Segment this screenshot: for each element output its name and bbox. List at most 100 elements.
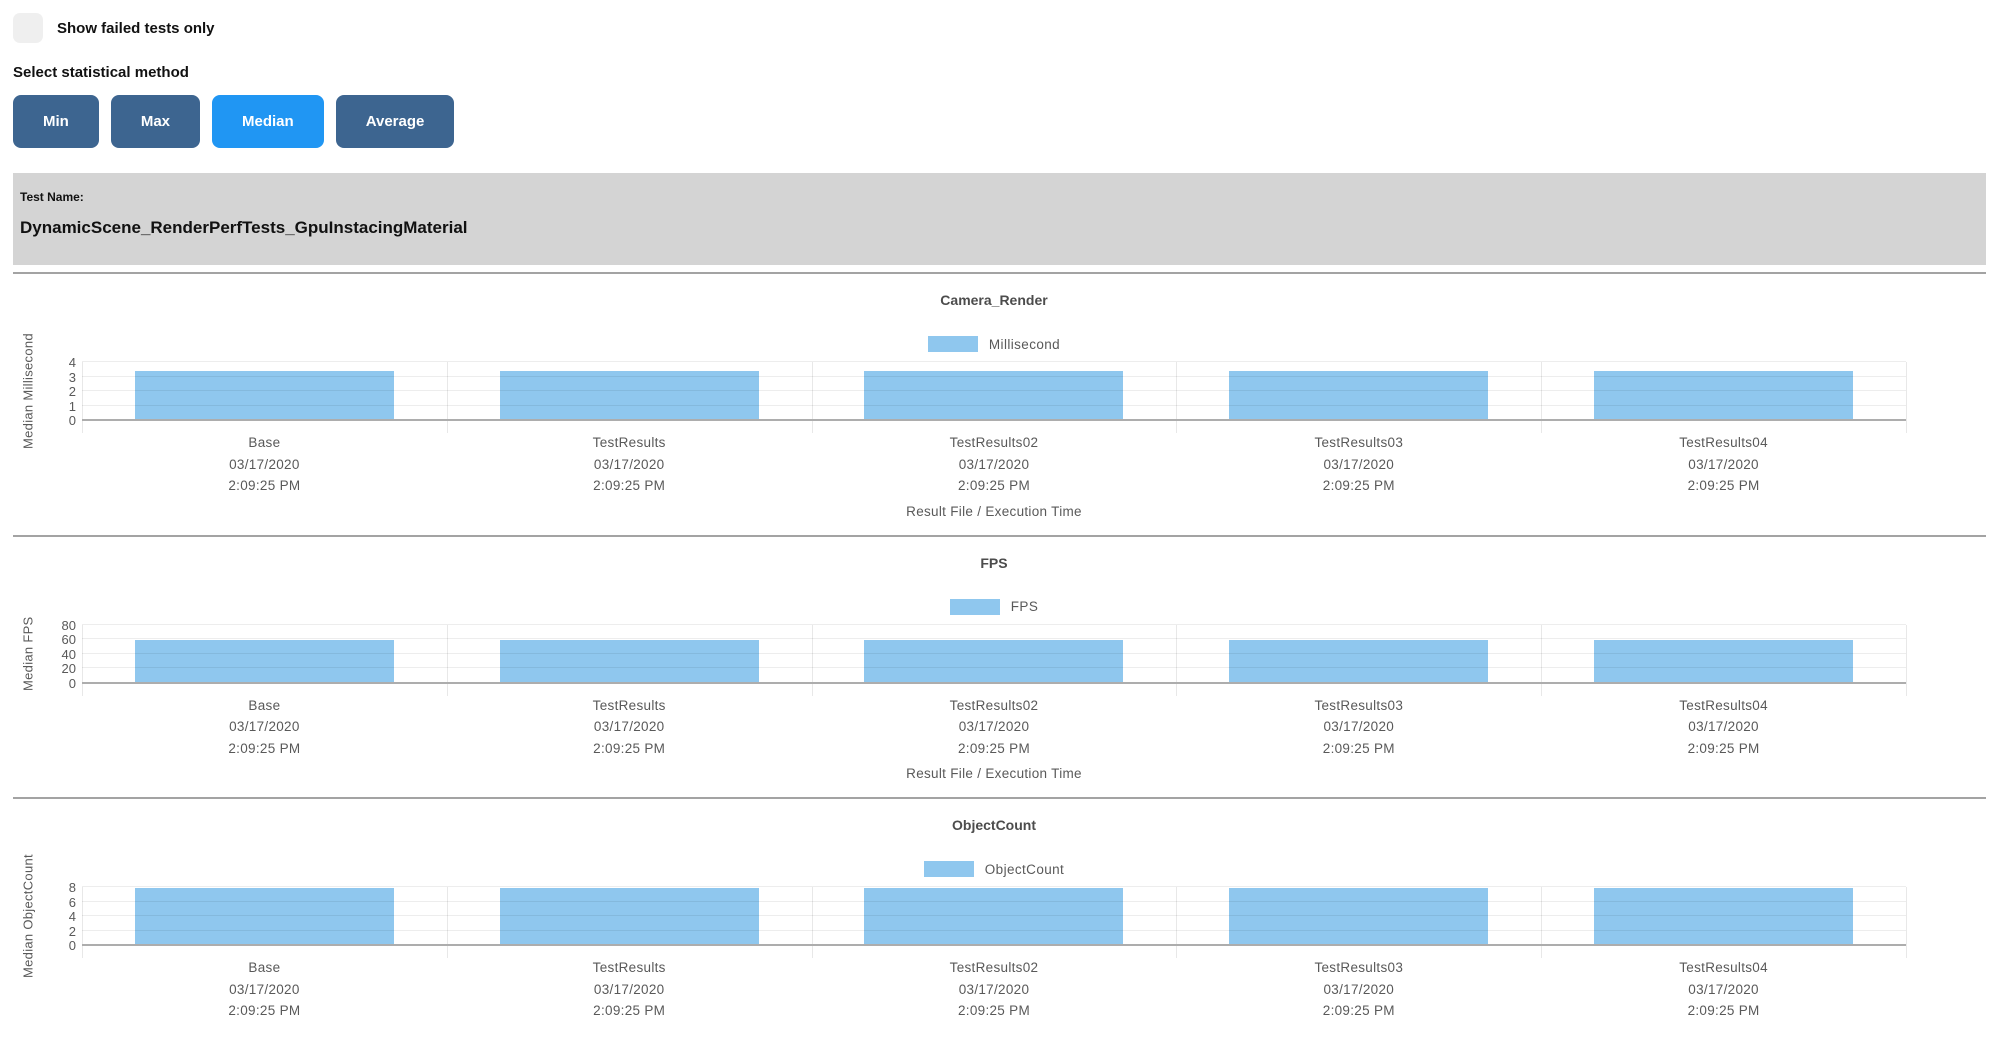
plot-area	[82, 361, 1907, 433]
y-tick-label: 80	[61, 617, 76, 633]
v-gridline	[811, 624, 813, 696]
x-axis-title: Result File / Execution Time	[906, 766, 1082, 781]
bar-base	[134, 370, 394, 420]
x-axis-labels: Base 03/17/2020 2:09:25 PM TestResults 03/17…	[82, 957, 1906, 1022]
h-gridline	[82, 652, 1906, 654]
x-label-time: 2:09:25 PM	[1687, 478, 1760, 493]
bar-testresults03	[1229, 888, 1489, 945]
v-gridline	[811, 887, 813, 958]
v-gridline	[1176, 362, 1178, 433]
chart-legend: ObjectCount	[82, 861, 1906, 877]
y-axis-ticks: 0 20 40 60 80	[43, 618, 82, 691]
x-label-time: 2:09:25 PM	[1322, 740, 1395, 756]
legend-swatch-icon	[923, 861, 974, 877]
x-label-name: TestResults04	[1679, 960, 1768, 975]
x-axis-line	[82, 944, 1906, 946]
stat-button-max[interactable]: Max	[110, 95, 201, 148]
bar-base	[134, 888, 394, 945]
x-label-time: 2:09:25 PM	[228, 1003, 301, 1018]
x-label-date: 03/17/2020	[229, 981, 300, 997]
y-tick-label: 2	[68, 384, 76, 399]
x-label-time: 2:09:25 PM	[593, 478, 666, 493]
x-label-name: TestResults03	[1314, 435, 1404, 450]
chart-divider	[13, 534, 1986, 537]
chart-body: Median FPS 0 20 40 60 80	[13, 616, 1986, 696]
h-gridline	[82, 667, 1906, 668]
y-tick-label: 40	[61, 646, 76, 662]
v-gridline	[82, 362, 83, 433]
bar-testresults	[499, 640, 759, 683]
y-axis-title: Median Millisecond	[20, 333, 36, 449]
y-tick-label: 0	[68, 413, 76, 428]
x-label-name: Base	[248, 960, 281, 975]
y-tick-label: 4	[68, 355, 76, 370]
x-label-date: 03/17/2020	[958, 719, 1030, 734]
show-failed-checkbox[interactable]	[13, 13, 43, 43]
v-gridline	[1541, 887, 1543, 958]
x-axis-labels: Base 03/17/2020 2:09:25 PM TestResults 03/17…	[82, 695, 1906, 760]
chart-title: ObjectCount	[952, 817, 1036, 833]
v-gridline	[1906, 887, 1907, 958]
x-label-name: TestResults	[592, 697, 666, 713]
y-tick-label: 8	[68, 880, 76, 895]
plot-canvas	[82, 623, 1907, 696]
h-gridline	[82, 404, 1906, 406]
v-gridline	[1541, 362, 1543, 433]
h-gridline	[82, 929, 1906, 931]
charts-container: Camera_Render Millisecond Median Millise…	[13, 292, 1986, 1022]
v-gridline	[1176, 624, 1178, 696]
h-gridline	[82, 390, 1906, 391]
bar-testresults02	[864, 640, 1124, 683]
x-label-testresults02: TestResults02 03/17/2020 2:09:25 PM	[812, 432, 1177, 497]
x-label-name: Base	[248, 435, 281, 450]
legend-swatch-icon	[927, 336, 978, 352]
x-label-testresults03: TestResults03 03/17/2020 2:09:25 PM	[1176, 432, 1541, 497]
x-label-base: Base 03/17/2020 2:09:25 PM	[82, 695, 447, 760]
chart-title: FPS	[980, 554, 1008, 571]
test-name-value: DynamicScene_RenderPerfTests_GpuInstacin…	[20, 218, 468, 237]
x-axis-line	[82, 419, 1906, 421]
x-label-date: 03/17/2020	[1688, 719, 1759, 734]
x-label-name: TestResults02	[949, 697, 1039, 713]
x-label-testresults03: TestResults03 03/17/2020 2:09:25 PM	[1176, 695, 1541, 760]
y-tick-label: 4	[68, 909, 76, 924]
chart-title: Camera_Render	[940, 292, 1048, 308]
x-label-name: TestResults04	[1679, 697, 1768, 713]
y-tick-label: 2	[68, 923, 76, 939]
h-gridline	[82, 638, 1906, 639]
x-label-date: 03/17/2020	[1323, 719, 1395, 734]
stat-method-button-row: Min Max Median Average	[13, 95, 1986, 148]
legend-label: ObjectCount	[984, 861, 1065, 877]
y-tick-label: 0	[68, 675, 76, 691]
y-tick-label: 20	[61, 661, 76, 676]
y-tick-label: 3	[68, 369, 76, 385]
x-label-testresults04: TestResults04 03/17/2020 2:09:25 PM	[1541, 695, 1906, 760]
stat-button-median[interactable]: Median	[212, 95, 324, 148]
v-gridline	[446, 624, 448, 696]
x-label-time: 2:09:25 PM	[1687, 740, 1760, 756]
bar-testresults02	[864, 888, 1124, 945]
y-tick-label: 0	[68, 938, 76, 953]
legend-label: FPS	[1010, 599, 1039, 614]
chart-legend: Millisecond	[82, 336, 1906, 352]
x-label-date: 03/17/2020	[1688, 456, 1759, 472]
bar-testresults	[499, 370, 759, 420]
v-gridline	[1541, 624, 1543, 696]
x-label-testresults: TestResults 03/17/2020 2:09:25 PM	[447, 695, 812, 760]
bar-base	[134, 640, 394, 683]
x-label-testresults02: TestResults02 03/17/2020 2:09:25 PM	[812, 957, 1177, 1022]
stat-button-min[interactable]: Min	[13, 95, 99, 148]
stat-button-average[interactable]: Average	[335, 95, 455, 148]
x-axis-line	[82, 681, 1906, 684]
v-gridline	[82, 624, 83, 696]
plot-area	[82, 886, 1907, 958]
x-label-date: 03/17/2020	[229, 456, 300, 472]
chart-section: ObjectCount ObjectCount Median ObjectCou…	[13, 817, 1986, 1022]
x-label-time: 2:09:25 PM	[1322, 1003, 1395, 1018]
x-label-time: 2:09:25 PM	[228, 478, 301, 493]
bar-testresults04	[1594, 640, 1854, 683]
h-gridline	[82, 886, 1906, 887]
x-label-date: 03/17/2020	[1323, 456, 1395, 472]
